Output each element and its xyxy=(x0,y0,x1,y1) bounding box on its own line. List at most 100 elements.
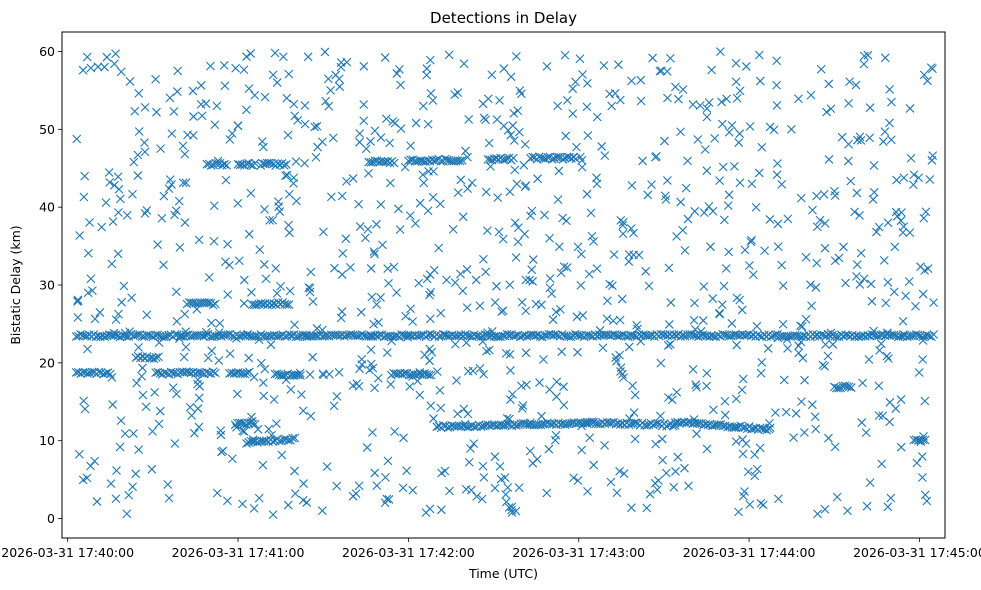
data-point-marker xyxy=(672,232,681,241)
data-point-marker xyxy=(679,417,689,427)
data-point-marker xyxy=(364,169,373,178)
data-point-marker xyxy=(922,496,932,506)
data-point-marker xyxy=(80,404,90,414)
data-point-marker xyxy=(920,490,930,500)
data-point-marker xyxy=(556,304,565,314)
data-point-marker xyxy=(424,370,434,380)
data-point-marker xyxy=(425,314,435,324)
data-point-marker xyxy=(843,330,853,340)
data-point-marker xyxy=(120,429,130,439)
data-point-marker xyxy=(569,473,578,483)
data-point-marker xyxy=(380,53,390,62)
data-point-marker xyxy=(572,142,581,152)
data-point-marker xyxy=(332,481,342,491)
data-point-marker xyxy=(436,156,446,166)
data-point-marker xyxy=(456,175,466,185)
data-point-marker xyxy=(439,420,448,430)
data-point-marker xyxy=(717,119,727,129)
data-point-marker xyxy=(879,256,889,265)
data-point-marker xyxy=(638,156,647,166)
data-point-marker xyxy=(789,433,798,443)
data-point-marker xyxy=(494,421,504,430)
data-point-marker xyxy=(212,101,222,111)
data-point-marker xyxy=(365,365,375,375)
data-point-marker xyxy=(313,142,322,152)
data-point-marker xyxy=(573,242,583,252)
data-point-marker xyxy=(877,459,887,469)
data-point-marker xyxy=(560,50,570,60)
data-point-marker xyxy=(370,468,380,478)
data-point-marker xyxy=(420,350,430,360)
data-point-marker xyxy=(738,374,748,384)
data-point-marker xyxy=(133,150,143,160)
data-point-marker xyxy=(717,300,727,310)
data-point-marker xyxy=(517,403,527,413)
data-point-marker xyxy=(551,330,560,339)
data-point-marker xyxy=(812,258,822,268)
data-point-marker xyxy=(385,178,395,188)
data-point-marker xyxy=(189,428,199,438)
data-point-marker xyxy=(562,95,572,105)
data-point-marker xyxy=(755,443,765,453)
data-point-marker xyxy=(250,419,260,429)
data-point-marker xyxy=(82,473,92,483)
data-point-marker xyxy=(194,422,204,432)
data-point-marker xyxy=(884,354,893,363)
data-point-marker xyxy=(844,382,854,392)
data-point-marker xyxy=(517,297,527,307)
data-point-marker xyxy=(521,348,531,358)
y-tick-label: 20 xyxy=(39,355,55,370)
data-point-marker xyxy=(731,77,741,87)
data-point-marker xyxy=(225,349,235,359)
data-point-marker xyxy=(778,281,788,290)
data-point-marker xyxy=(470,422,479,432)
data-point-marker xyxy=(450,90,460,100)
data-point-marker xyxy=(100,62,109,72)
data-point-marker xyxy=(422,274,432,284)
data-point-marker xyxy=(666,298,676,307)
data-point-marker xyxy=(448,224,458,234)
data-point-marker xyxy=(586,208,596,218)
data-point-marker xyxy=(737,305,747,315)
data-point-marker xyxy=(611,353,621,362)
data-point-marker xyxy=(495,95,504,105)
data-point-marker xyxy=(858,378,867,388)
data-point-marker xyxy=(521,306,531,316)
data-point-marker xyxy=(267,331,277,341)
data-point-marker xyxy=(890,242,900,252)
y-tick-label: 10 xyxy=(39,433,55,448)
data-point-marker xyxy=(723,201,733,210)
data-point-marker xyxy=(268,215,278,225)
data-point-marker xyxy=(284,300,294,309)
data-point-marker xyxy=(493,193,503,203)
data-point-marker xyxy=(925,175,935,184)
data-point-marker xyxy=(735,129,745,139)
data-point-marker xyxy=(180,218,190,227)
data-point-marker xyxy=(479,254,488,264)
data-point-marker xyxy=(498,234,508,244)
data-point-marker xyxy=(680,245,690,255)
data-point-marker xyxy=(122,210,132,220)
data-point-marker xyxy=(376,200,386,209)
data-point-marker xyxy=(354,199,364,209)
data-point-marker xyxy=(370,126,380,136)
data-point-marker xyxy=(727,319,737,328)
data-point-marker xyxy=(812,191,821,201)
data-point-marker xyxy=(772,170,782,180)
data-point-marker xyxy=(483,94,493,104)
data-point-marker xyxy=(641,266,651,276)
data-point-marker xyxy=(281,160,291,169)
data-point-marker xyxy=(479,369,489,379)
data-point-marker xyxy=(735,178,745,188)
data-point-marker xyxy=(129,157,139,167)
data-point-marker xyxy=(276,281,285,291)
data-point-marker xyxy=(223,290,233,299)
data-point-marker xyxy=(258,378,268,388)
data-point-marker xyxy=(435,385,445,395)
data-point-marker xyxy=(914,173,924,183)
data-point-marker xyxy=(311,152,321,162)
data-point-marker xyxy=(285,228,294,238)
data-point-marker xyxy=(615,466,624,476)
data-point-marker xyxy=(167,129,177,139)
